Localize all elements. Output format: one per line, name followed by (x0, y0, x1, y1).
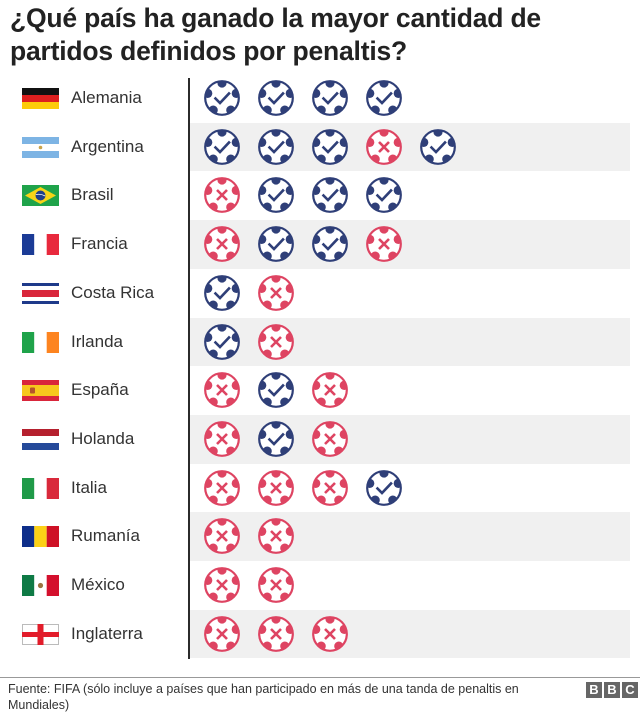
result-icons (204, 615, 348, 653)
source-note: Fuente: FIFA (sólo incluye a países que … (8, 682, 519, 712)
football-check-icon (204, 80, 240, 117)
costa-rica-flag (22, 282, 59, 304)
result-icons (204, 226, 402, 263)
football-cross-icon (204, 567, 240, 604)
football-check-icon (204, 274, 240, 312)
ireland-flag (22, 331, 59, 353)
football-cross-icon (258, 469, 294, 507)
football-check-icon (204, 323, 240, 361)
country-label: España (71, 380, 129, 400)
football-check-icon (258, 420, 294, 458)
netherlands-flag (22, 428, 59, 450)
argentina-flag (22, 136, 59, 158)
football-check-icon (366, 80, 402, 117)
country-label: Holanda (71, 428, 135, 448)
chart-row: Irlanda (0, 317, 640, 367)
country-label: Francia (71, 234, 128, 254)
chart-row: Inglaterra (0, 609, 640, 659)
football-cross-icon (312, 615, 348, 653)
country-label: Italia (71, 477, 107, 497)
france-flag (22, 234, 59, 256)
football-cross-icon (258, 567, 294, 604)
football-cross-icon (258, 615, 294, 653)
chart-row: Brasil (0, 171, 640, 220)
football-cross-icon (204, 372, 240, 409)
football-check-icon (312, 177, 348, 214)
england-flag (22, 623, 59, 645)
football-check-icon (258, 177, 294, 214)
football-check-icon (258, 226, 294, 263)
football-cross-icon (312, 372, 348, 409)
football-check-icon (312, 128, 348, 166)
football-cross-icon (258, 323, 294, 361)
chart-row: Costa Rica (0, 269, 640, 318)
chart-row: Alemania (0, 74, 640, 123)
football-cross-icon (258, 518, 294, 555)
result-icons (204, 518, 294, 555)
italy-flag (22, 477, 59, 499)
football-cross-icon (204, 518, 240, 555)
spain-flag (22, 380, 59, 402)
football-cross-icon (204, 177, 240, 214)
result-icons (204, 567, 294, 604)
country-label: Rumanía (71, 526, 140, 546)
football-check-icon (420, 128, 456, 166)
result-icons (204, 469, 402, 507)
axis-line (188, 78, 190, 659)
country-label: México (71, 575, 125, 594)
result-icons (204, 177, 402, 214)
country-label: Irlanda (71, 331, 123, 351)
football-cross-icon (204, 226, 240, 263)
chart-row: México (0, 561, 640, 610)
chart-title: ¿Qué país ha ganado la mayor cantidad de… (10, 3, 541, 66)
football-cross-icon (312, 420, 348, 458)
result-icons (204, 323, 294, 361)
football-check-icon (258, 128, 294, 166)
football-check-icon (366, 469, 402, 507)
bbc-logo: B B C (586, 682, 638, 698)
football-check-icon (258, 372, 294, 409)
penalty-results-chart: Alemania Argentina Brasil Francia Costa Rica… (0, 74, 640, 659)
football-check-icon (204, 128, 240, 166)
result-icons (204, 420, 348, 458)
romania-flag (22, 526, 59, 548)
result-icons (204, 372, 348, 409)
country-label: Costa Rica (71, 282, 155, 302)
chart-row: Francia (0, 220, 640, 269)
result-icons (204, 128, 456, 166)
country-label: Inglaterra (71, 623, 143, 643)
football-check-icon (312, 226, 348, 263)
mexico-flag (22, 575, 59, 596)
football-cross-icon (366, 128, 402, 166)
result-icons (204, 274, 294, 312)
football-cross-icon (258, 274, 294, 312)
football-cross-icon (366, 226, 402, 263)
football-cross-icon (204, 615, 240, 653)
football-cross-icon (204, 469, 240, 507)
brazil-flag (22, 185, 59, 207)
country-label: Argentina (71, 136, 144, 156)
chart-row: España (0, 366, 640, 415)
chart-row: Holanda (0, 414, 640, 464)
country-label: Alemania (71, 88, 142, 107)
football-cross-icon (204, 420, 240, 458)
chart-row: Italia (0, 464, 640, 513)
result-icons (204, 80, 402, 117)
football-check-icon (258, 80, 294, 117)
football-cross-icon (312, 469, 348, 507)
football-check-icon (312, 80, 348, 117)
footer-divider (0, 677, 640, 678)
country-label: Brasil (71, 185, 114, 205)
bbc-logo-letter: C (622, 682, 638, 698)
germany-flag (22, 88, 59, 109)
football-check-icon (366, 177, 402, 214)
chart-row: Argentina (0, 122, 640, 172)
chart-row: Rumanía (0, 512, 640, 561)
bbc-logo-letter: B (604, 682, 620, 698)
bbc-logo-letter: B (586, 682, 602, 698)
